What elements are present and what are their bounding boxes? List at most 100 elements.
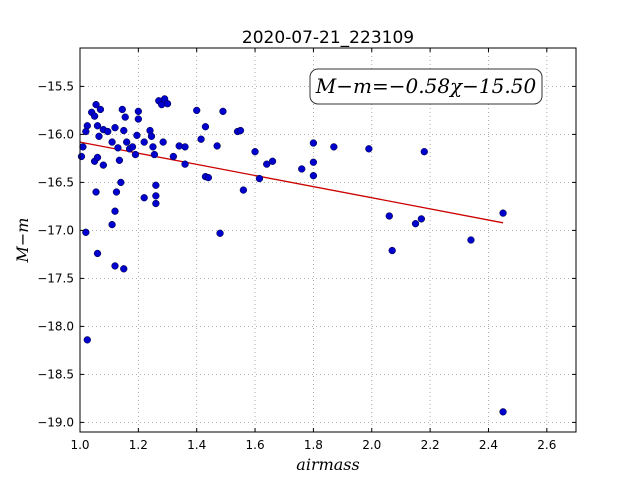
data-point — [77, 152, 86, 161]
x-tick-label: 1.0 — [70, 438, 89, 452]
data-point — [108, 220, 116, 229]
data-point — [111, 207, 119, 215]
data-point — [117, 178, 125, 187]
y-tick-label: −17.5 — [37, 271, 74, 285]
data-point — [330, 143, 338, 151]
data-point — [120, 126, 128, 135]
data-point — [115, 156, 124, 164]
data-point — [99, 161, 107, 169]
fit-annotation: M−m=−0.58χ−15.50 — [309, 68, 543, 105]
data-point — [92, 100, 100, 109]
y-axis-label: M−m — [13, 218, 32, 264]
data-point — [268, 157, 277, 165]
data-point — [111, 262, 119, 270]
data-point — [239, 186, 248, 194]
fit-layer — [79, 141, 504, 224]
data-point — [181, 143, 189, 151]
data-point — [118, 105, 126, 114]
data-point — [309, 172, 318, 180]
data-point — [499, 209, 507, 217]
fit-line — [79, 141, 504, 224]
data-point — [123, 138, 131, 146]
data-point — [263, 160, 271, 168]
data-point — [219, 107, 227, 116]
x-tick-label: 1.8 — [304, 438, 323, 452]
data-point — [83, 122, 91, 130]
data-point — [159, 138, 167, 146]
data-point — [385, 212, 393, 220]
data-point — [111, 124, 119, 132]
chart-title: 2020-07-21_223109 — [242, 28, 414, 48]
data-point — [213, 142, 221, 150]
y-tick-label: −19.0 — [37, 415, 74, 429]
data-point — [150, 150, 159, 159]
y-tick-label: −18.0 — [37, 319, 74, 333]
y-tick-label: −15.5 — [37, 79, 74, 93]
x-tick-label: 2.4 — [479, 438, 498, 452]
data-point — [92, 188, 100, 196]
data-point — [309, 139, 318, 147]
data-point — [236, 126, 245, 135]
y-tick-label: −16.5 — [37, 175, 74, 189]
data-point — [420, 148, 428, 156]
data-point — [152, 181, 160, 189]
data-point — [201, 123, 210, 131]
annotation-box — [309, 68, 543, 105]
data-point — [82, 228, 90, 236]
data-point — [108, 138, 116, 146]
data-point — [251, 148, 259, 156]
data-point — [131, 150, 140, 159]
data-point — [140, 138, 148, 146]
data-point — [93, 153, 102, 162]
data-point — [96, 105, 105, 114]
x-tick-label: 2.0 — [362, 438, 381, 452]
data-point — [112, 188, 121, 196]
points-layer — [77, 95, 507, 416]
data-point — [93, 122, 102, 130]
data-point — [104, 127, 112, 136]
x-tick-label: 2.2 — [421, 438, 440, 452]
data-point — [152, 192, 160, 200]
data-point — [134, 115, 143, 123]
data-point — [193, 106, 201, 115]
data-point — [216, 229, 224, 237]
data-point — [140, 194, 148, 202]
data-point — [255, 174, 264, 183]
y-tick-label: −16.0 — [37, 127, 74, 141]
x-axis-label: airmass — [296, 455, 359, 474]
data-point — [417, 215, 426, 223]
data-point — [163, 100, 172, 108]
data-point — [147, 132, 156, 140]
data-point — [93, 249, 102, 258]
data-point — [204, 173, 213, 182]
plot-frame — [79, 47, 577, 433]
data-point — [181, 160, 189, 168]
x-tick-label: 1.4 — [187, 438, 206, 452]
data-point — [149, 143, 157, 151]
data-point — [83, 336, 91, 344]
data-point — [121, 113, 129, 121]
data-point — [411, 220, 420, 228]
data-point — [152, 199, 160, 208]
data-point — [90, 112, 99, 120]
data-point — [197, 135, 205, 143]
data-point — [169, 152, 178, 161]
y-tick-label: −18.5 — [37, 367, 74, 381]
data-point — [79, 143, 87, 151]
grid — [80, 48, 576, 432]
data-point — [365, 145, 373, 153]
data-point — [120, 265, 128, 273]
data-point — [95, 132, 103, 140]
data-point — [298, 165, 306, 173]
x-tick-label: 2.6 — [537, 438, 556, 452]
data-point — [134, 107, 143, 116]
x-tick-label: 1.6 — [246, 438, 265, 452]
annotation-text: M−m=−0.58χ−15.50 — [315, 74, 537, 98]
data-point — [499, 408, 507, 416]
data-point — [388, 246, 396, 255]
data-point — [114, 144, 122, 152]
x-tick-label: 1.2 — [129, 438, 148, 452]
ticks: 1.0 1.2 1.4 1.6 1.8 2.0 2.2 2.4 2.6 −15.5 −16.0 −16… — [37, 48, 576, 452]
data-point — [133, 131, 141, 140]
